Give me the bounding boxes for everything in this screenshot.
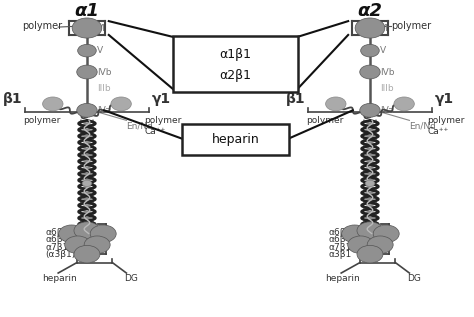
Text: γ1: γ1 — [434, 93, 454, 107]
Text: polymer: polymer — [22, 22, 62, 31]
Circle shape — [357, 222, 383, 239]
Text: IIIb: IIIb — [380, 83, 394, 93]
Text: α1: α1 — [74, 2, 100, 20]
Text: V: V — [380, 46, 386, 55]
Circle shape — [394, 97, 414, 111]
Text: IIIb: IIIb — [97, 83, 111, 93]
FancyBboxPatch shape — [182, 124, 289, 155]
FancyBboxPatch shape — [173, 36, 298, 93]
Text: polymer
Ca⁺⁺: polymer Ca⁺⁺ — [428, 116, 465, 136]
Circle shape — [360, 103, 380, 117]
Text: polymer: polymer — [23, 116, 60, 126]
Text: polymer: polymer — [391, 22, 431, 31]
Text: α6β1: α6β1 — [45, 228, 68, 237]
Text: polymer
Ca⁺⁺: polymer Ca⁺⁺ — [144, 116, 182, 136]
Circle shape — [360, 65, 380, 79]
Circle shape — [82, 180, 91, 186]
Circle shape — [373, 225, 399, 243]
Text: β1: β1 — [286, 93, 306, 107]
Circle shape — [74, 222, 100, 239]
Text: VI: VI — [380, 23, 389, 33]
Text: IVb: IVb — [380, 68, 395, 76]
Text: α7β1: α7β1 — [45, 243, 68, 252]
Circle shape — [72, 18, 102, 38]
Circle shape — [59, 225, 85, 243]
Circle shape — [77, 103, 97, 117]
Text: α6β1: α6β1 — [328, 228, 351, 237]
Text: IVa: IVa — [380, 106, 394, 115]
Text: polymer: polymer — [306, 116, 343, 126]
Text: heparin: heparin — [325, 274, 360, 283]
Circle shape — [357, 245, 383, 263]
Circle shape — [74, 245, 100, 263]
Circle shape — [43, 97, 63, 111]
Text: IVa: IVa — [97, 106, 110, 115]
Text: En/Nd: En/Nd — [410, 121, 436, 130]
Circle shape — [361, 44, 379, 57]
Circle shape — [111, 97, 131, 111]
Text: α2: α2 — [357, 2, 383, 20]
Circle shape — [78, 44, 96, 57]
Text: α1β1: α1β1 — [219, 48, 251, 61]
Circle shape — [64, 236, 91, 254]
Text: α2β1: α2β1 — [219, 69, 251, 82]
Circle shape — [84, 236, 110, 254]
Text: (α3β1): (α3β1) — [45, 250, 75, 259]
Circle shape — [348, 236, 374, 254]
Text: α7β1: α7β1 — [328, 243, 351, 252]
Circle shape — [326, 97, 346, 111]
Circle shape — [367, 236, 393, 254]
Text: α6β4: α6β4 — [45, 235, 68, 244]
Text: VI: VI — [97, 23, 106, 33]
Circle shape — [77, 65, 97, 79]
Circle shape — [365, 180, 374, 186]
Text: IVb: IVb — [97, 68, 112, 76]
Text: β1: β1 — [3, 93, 23, 107]
Circle shape — [355, 18, 385, 38]
Text: heparin: heparin — [42, 274, 77, 283]
Text: heparin: heparin — [211, 133, 259, 146]
Circle shape — [342, 225, 368, 243]
Text: DG: DG — [407, 274, 421, 283]
Text: α3β1: α3β1 — [328, 250, 351, 259]
Text: γ1: γ1 — [151, 93, 170, 107]
Text: α6β4: α6β4 — [328, 235, 351, 244]
Text: En/Nd: En/Nd — [127, 121, 153, 130]
Text: V: V — [97, 46, 103, 55]
Text: DG: DG — [124, 274, 138, 283]
Circle shape — [90, 225, 116, 243]
